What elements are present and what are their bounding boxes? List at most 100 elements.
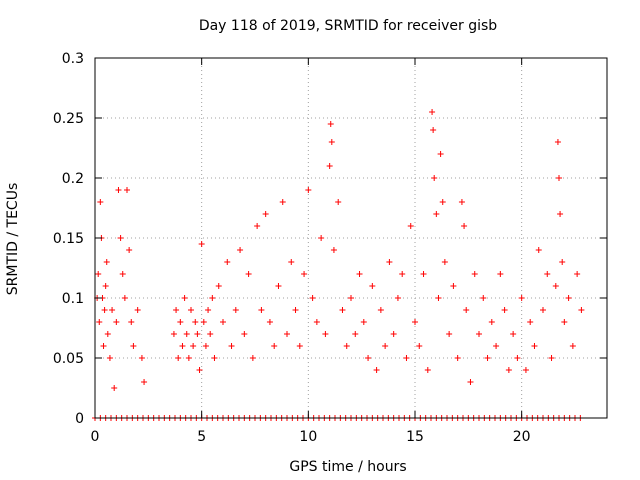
- point-0-20: [126, 247, 133, 253]
- point-0-139: [569, 343, 576, 349]
- point-0-40: [200, 319, 207, 325]
- point-0-80: [352, 331, 359, 337]
- point-0-18: [121, 295, 128, 301]
- x-tick-label-3: 15: [406, 429, 424, 445]
- point-0-24: [138, 355, 145, 361]
- point-0-75: [330, 247, 337, 253]
- point-0-6: [100, 343, 107, 349]
- point-0-94: [412, 319, 418, 325]
- point-0-76: [335, 199, 342, 205]
- y-tick-label-5: 0.25: [53, 111, 84, 127]
- point-0-96: [420, 271, 427, 277]
- point-0-100: [431, 175, 438, 181]
- point-0-60: [275, 283, 282, 289]
- point-0-3: [97, 199, 104, 205]
- point-0-88: [386, 259, 393, 265]
- point-0-109: [458, 199, 465, 205]
- point-0-12: [109, 307, 116, 313]
- point-0-66: [301, 271, 308, 277]
- point-0-47: [220, 319, 226, 325]
- point-0-54: [249, 355, 256, 361]
- point-0-1: [95, 271, 102, 277]
- point-0-73: [327, 121, 334, 127]
- point-0-57: [262, 211, 269, 217]
- y-tick-label-1: 0.05: [53, 351, 84, 367]
- point-0-119: [497, 271, 504, 277]
- point-0-48: [224, 259, 231, 265]
- point-0-31: [181, 295, 188, 301]
- point-0-42: [205, 307, 212, 313]
- x-axis-label: GPS time / hours: [289, 459, 406, 475]
- y-tick-label-0: 0: [75, 411, 84, 427]
- point-0-132: [552, 283, 559, 289]
- point-0-43: [207, 331, 214, 337]
- x-tick-label-4: 20: [513, 429, 531, 445]
- point-0-98: [429, 109, 436, 115]
- point-0-38: [196, 367, 203, 373]
- point-0-53: [245, 271, 252, 277]
- point-0-70: [318, 235, 325, 241]
- point-0-130: [544, 271, 551, 277]
- y-tick-label-2: 0.1: [62, 291, 84, 307]
- point-0-55: [254, 223, 261, 229]
- y-tick-label-4: 0.2: [62, 171, 84, 187]
- point-0-59: [271, 343, 278, 349]
- point-0-129: [540, 307, 546, 313]
- point-0-115: [480, 295, 487, 301]
- point-0-51: [237, 247, 244, 253]
- point-0-65: [296, 343, 303, 349]
- point-0-69: [313, 319, 320, 325]
- point-0-124: [518, 295, 525, 301]
- point-0-140: [574, 271, 581, 277]
- point-0-29: [177, 319, 184, 325]
- point-0-61: [279, 199, 286, 205]
- point-0-72: [326, 163, 333, 169]
- point-0-13: [111, 385, 118, 391]
- point-0-117: [488, 319, 495, 325]
- point-0-134: [556, 175, 562, 181]
- point-0-45: [211, 355, 218, 361]
- point-0-41: [202, 343, 209, 349]
- point-0-71: [322, 331, 329, 337]
- point-0-127: [531, 343, 538, 349]
- point-0-126: [527, 319, 534, 325]
- point-0-92: [403, 355, 410, 361]
- point-0-81: [356, 271, 363, 277]
- point-0-68: [309, 295, 316, 301]
- point-0-86: [377, 307, 384, 313]
- point-0-114: [476, 331, 482, 337]
- point-0-102: [435, 295, 442, 301]
- point-0-90: [394, 295, 401, 301]
- point-0-26: [170, 331, 177, 337]
- point-0-131: [548, 355, 555, 361]
- point-0-85: [373, 367, 380, 373]
- point-0-112: [467, 379, 474, 385]
- point-0-23: [134, 307, 141, 313]
- point-0-37: [194, 331, 201, 337]
- point-0-101: [433, 211, 440, 217]
- point-0-78: [343, 343, 350, 349]
- point-0-120: [501, 307, 508, 313]
- point-0-91: [399, 271, 406, 277]
- x-tick-label-2: 10: [299, 429, 317, 445]
- axes-layer: 0 5 10 15 20 0 0.05 0.1 0.15 0.2 0.25 0.3: [53, 51, 608, 445]
- point-0-58: [266, 319, 273, 325]
- point-0-52: [241, 331, 248, 337]
- point-0-14: [113, 319, 120, 325]
- point-0-7: [101, 307, 108, 313]
- point-0-11: [106, 355, 113, 361]
- point-0-67: [305, 187, 312, 193]
- point-0-82: [360, 319, 367, 325]
- point-0-125: [522, 367, 529, 373]
- point-0-103: [437, 151, 444, 157]
- point-0-121: [505, 367, 512, 373]
- point-0-19: [124, 187, 130, 193]
- point-0-46: [215, 283, 222, 289]
- point-0-25: [141, 379, 148, 385]
- point-0-79: [348, 295, 354, 301]
- point-0-95: [416, 343, 423, 349]
- point-0-77: [339, 307, 346, 313]
- point-0-93: [407, 223, 414, 229]
- point-0-136: [559, 259, 566, 265]
